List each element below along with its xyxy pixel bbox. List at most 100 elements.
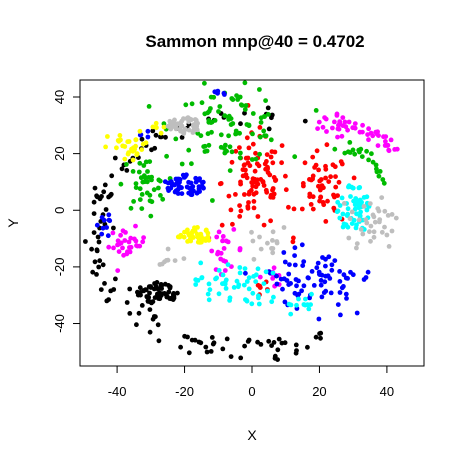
data-point <box>283 187 289 193</box>
data-point <box>193 277 199 283</box>
data-point <box>226 193 232 199</box>
data-point <box>305 344 310 350</box>
data-point <box>205 291 211 297</box>
data-point <box>124 162 129 167</box>
data-point <box>96 239 102 245</box>
data-point <box>367 201 373 207</box>
data-point <box>299 206 305 212</box>
data-point <box>340 211 346 217</box>
data-point <box>322 279 328 285</box>
data-point <box>340 224 346 230</box>
data-point <box>133 185 139 191</box>
data-point <box>164 153 170 159</box>
data-point <box>365 269 371 275</box>
data-point <box>255 266 261 272</box>
data-point <box>206 281 212 287</box>
data-point <box>211 340 217 346</box>
data-point <box>171 120 177 126</box>
data-point <box>243 167 248 173</box>
data-point <box>179 161 185 167</box>
data-point <box>202 111 208 117</box>
data-point <box>158 282 164 287</box>
data-point <box>200 179 206 185</box>
data-point <box>133 143 139 149</box>
data-point <box>393 215 399 221</box>
data-point <box>352 121 358 126</box>
data-point <box>102 281 107 286</box>
data-point <box>203 344 209 350</box>
data-point <box>91 199 97 205</box>
data-point <box>261 183 267 188</box>
data-point <box>381 180 387 186</box>
data-point <box>218 144 224 150</box>
data-point <box>327 276 333 281</box>
data-point <box>204 349 210 355</box>
data-point <box>111 245 116 251</box>
data-point <box>388 137 394 143</box>
data-point <box>255 339 260 345</box>
data-point <box>270 270 276 276</box>
data-point <box>325 198 330 204</box>
data-point <box>283 173 288 179</box>
data-point <box>281 250 287 255</box>
data-point <box>220 234 226 239</box>
data-point <box>172 258 178 263</box>
data-point <box>137 285 143 291</box>
data-point <box>182 333 188 339</box>
data-point <box>292 290 298 296</box>
data-point <box>186 147 192 153</box>
data-point <box>323 116 329 122</box>
data-point <box>231 227 237 232</box>
data-point <box>257 134 263 140</box>
data-point <box>245 205 251 211</box>
data-point <box>109 173 115 179</box>
data-point <box>366 157 371 163</box>
data-point <box>342 119 348 125</box>
data-point <box>319 294 325 300</box>
data-point <box>370 159 376 165</box>
data-point <box>386 244 392 249</box>
data-point <box>360 122 365 128</box>
data-point <box>133 238 139 244</box>
data-point <box>252 168 258 174</box>
data-point <box>246 122 252 128</box>
data-point <box>153 132 159 138</box>
data-point <box>221 258 227 264</box>
data-point <box>286 271 292 277</box>
data-point <box>270 187 275 193</box>
data-point <box>268 154 274 160</box>
data-point <box>246 286 252 292</box>
data-point <box>354 241 360 247</box>
data-point <box>303 296 308 302</box>
data-point <box>228 207 234 213</box>
data-point <box>143 159 149 165</box>
data-point <box>97 258 103 264</box>
data-point <box>204 148 210 154</box>
data-point <box>317 331 322 336</box>
data-point <box>228 116 234 121</box>
data-point <box>301 302 307 307</box>
data-point <box>349 221 355 227</box>
data-point <box>320 200 326 205</box>
data-point <box>137 186 143 192</box>
data-point <box>214 234 220 240</box>
data-point <box>186 127 192 133</box>
data-point <box>258 246 264 252</box>
data-point <box>251 256 257 262</box>
data-point <box>299 288 304 294</box>
data-point <box>106 194 111 200</box>
data-point <box>329 267 335 273</box>
data-point <box>354 310 360 316</box>
data-point <box>290 239 296 245</box>
data-point <box>122 144 128 149</box>
data-point <box>274 239 280 244</box>
data-point <box>364 207 370 213</box>
data-point <box>330 125 335 131</box>
data-point <box>358 209 363 215</box>
data-point <box>230 97 236 102</box>
data-point <box>333 174 338 180</box>
data-point <box>142 179 148 185</box>
data-point <box>380 177 386 182</box>
data-point <box>386 147 392 153</box>
data-point <box>360 231 366 237</box>
